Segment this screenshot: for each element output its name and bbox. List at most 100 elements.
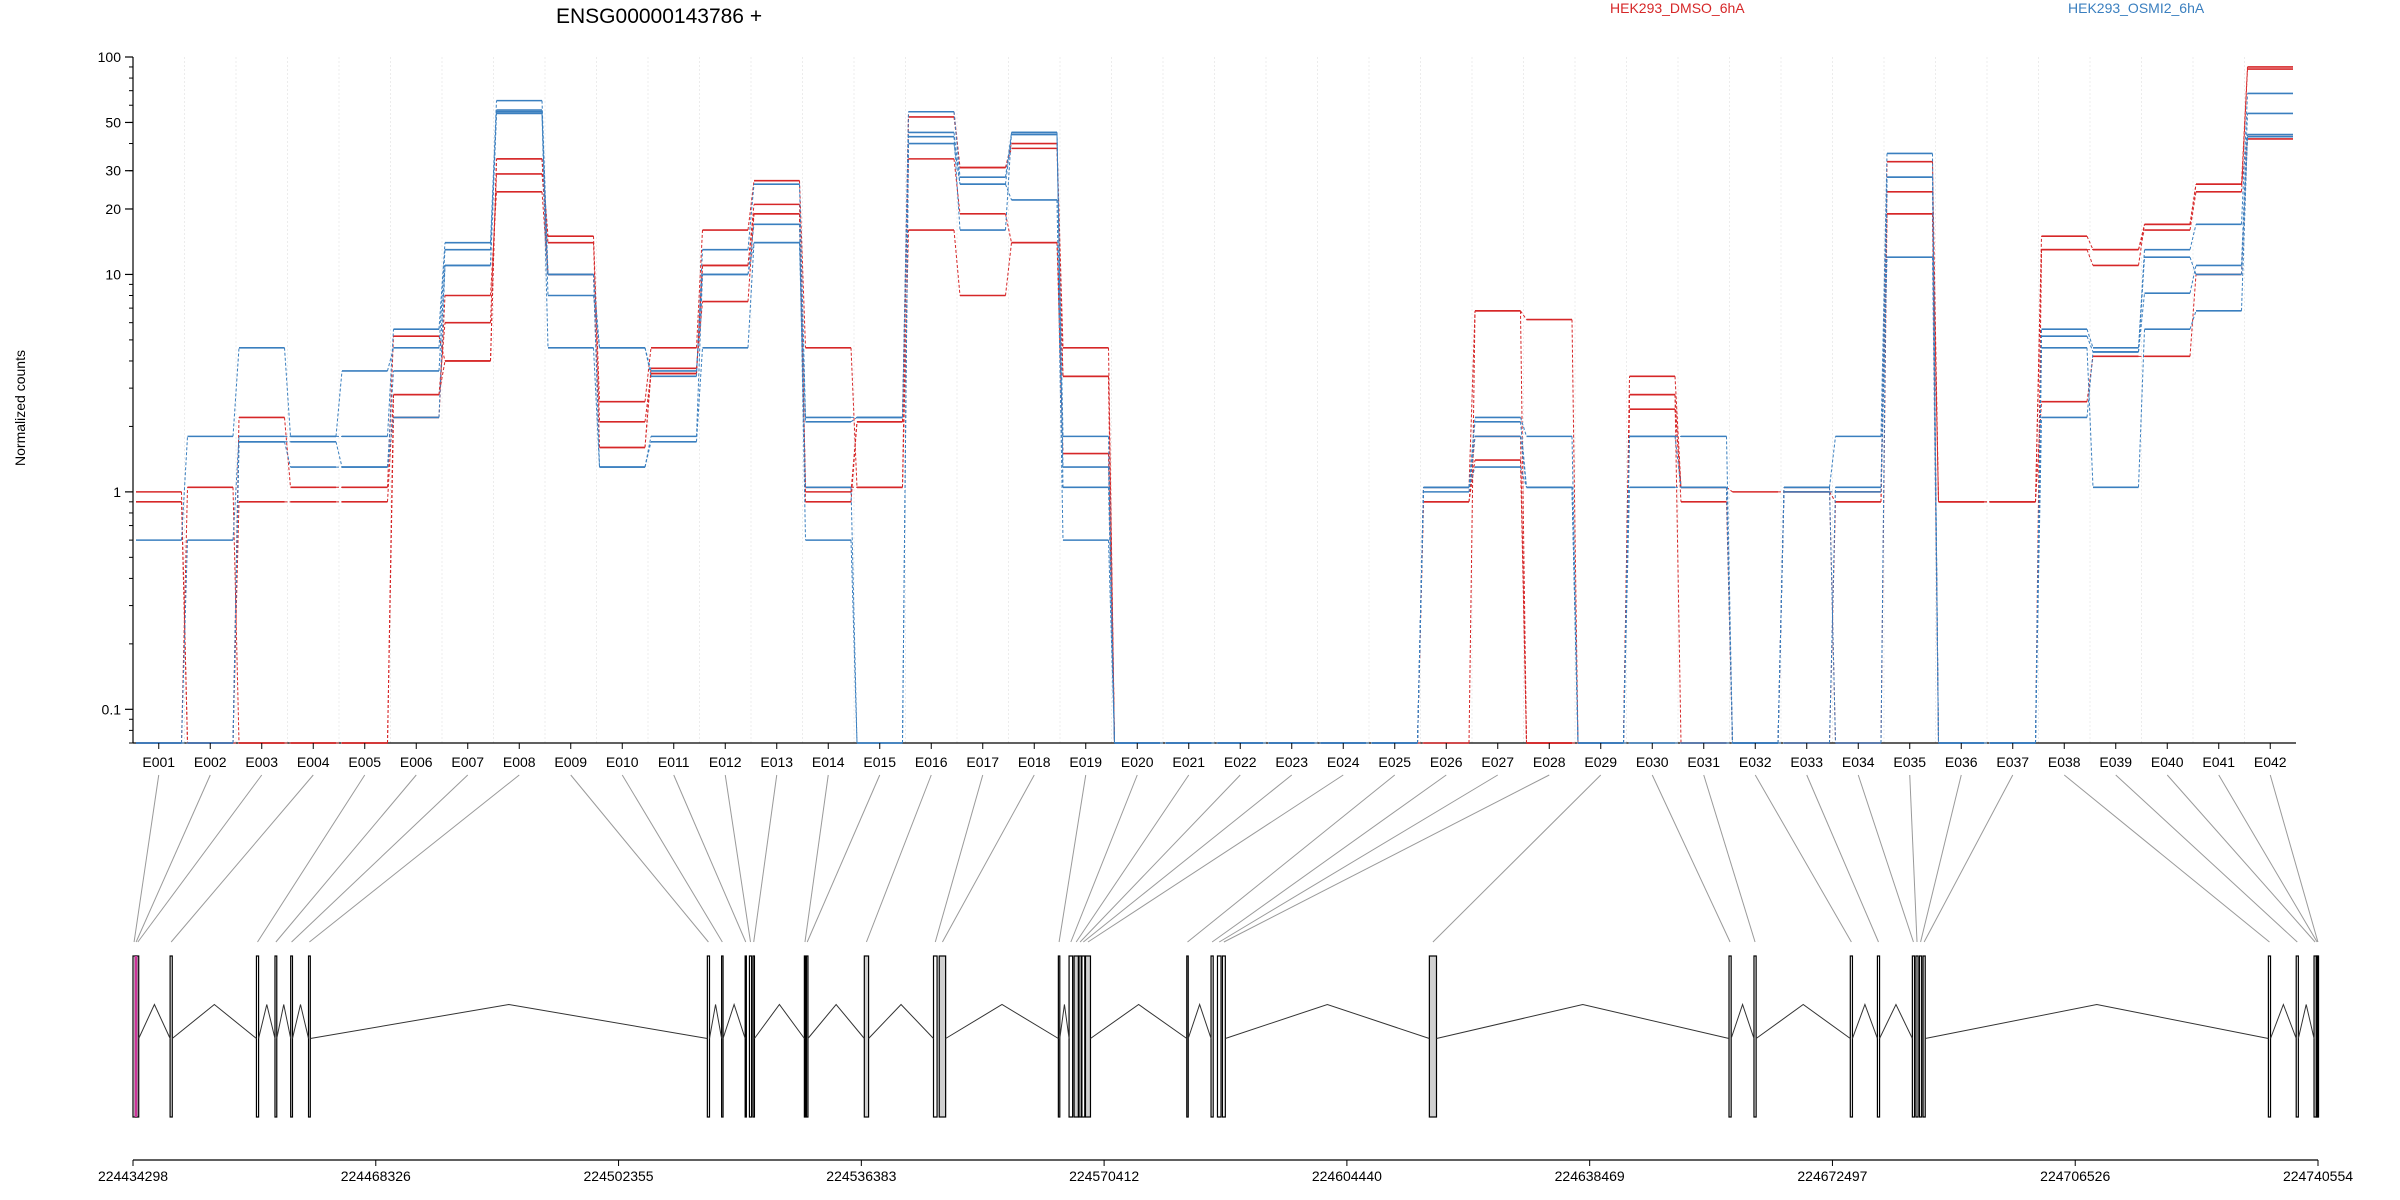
axes: 0.1 1 10 20 30 50 100 — [98, 49, 2296, 744]
series-connector — [1520, 436, 1527, 488]
chart-title: ENSG00000143786 + — [556, 5, 762, 28]
series-connector — [1777, 487, 1785, 744]
x-tick-label: E003 — [245, 754, 278, 770]
x-tick-label: E038 — [2048, 754, 2081, 770]
x-tick-label: E029 — [1584, 754, 1617, 770]
series-connector — [1417, 491, 1424, 744]
series-connector — [1468, 436, 1476, 502]
series-connector — [232, 436, 240, 541]
exon-connector — [621, 774, 723, 943]
y-tick-label: 0.1 — [102, 701, 122, 717]
series-connector — [2035, 417, 2042, 744]
series-connector — [2086, 347, 2094, 488]
x-tick-label: E022 — [1224, 754, 1257, 770]
exon-block — [1068, 955, 1074, 1118]
series-connector — [2189, 191, 2197, 231]
exon-connector — [804, 774, 829, 943]
series-connector — [1674, 394, 1682, 744]
series-connector — [2241, 93, 2248, 225]
y-tick-label: 50 — [105, 114, 121, 130]
exon-block — [1918, 955, 1923, 1118]
exon-connector — [1079, 774, 1241, 943]
genomic-tick-label: 224502355 — [584, 1168, 654, 1184]
x-tick-label: E021 — [1172, 754, 1205, 770]
legend-dmso: HEK293_DMSO_6hA — [1610, 0, 1745, 16]
x-tick-label: E037 — [1996, 754, 2029, 770]
series-connector — [1726, 487, 1733, 744]
series-connector — [1571, 436, 1579, 744]
exon-connector — [673, 774, 747, 943]
series-connector — [953, 230, 961, 296]
series-connector — [747, 242, 755, 348]
x-tick-label: E007 — [451, 754, 484, 770]
series-connector — [953, 132, 961, 185]
exon-connector — [934, 774, 984, 943]
x-tick-label: E036 — [1945, 754, 1978, 770]
x-tick-label: E019 — [1069, 754, 1102, 770]
x-tick-label: E014 — [812, 754, 845, 770]
series-connector — [1520, 310, 1527, 744]
x-tick-label: E002 — [194, 754, 227, 770]
series-connector — [1005, 132, 1012, 231]
exon-block — [752, 955, 756, 1118]
series-connector — [1880, 177, 1888, 744]
series-connector — [799, 184, 806, 418]
x-tick-label: E020 — [1121, 754, 1154, 770]
exon-connector — [1075, 774, 1190, 943]
x-tick-label: E028 — [1533, 754, 1566, 770]
intron-line — [1755, 1003, 1851, 1039]
series-connector — [747, 184, 755, 250]
exon-connector — [135, 774, 211, 943]
series-connector — [2086, 336, 2094, 353]
series-connector — [438, 242, 446, 330]
exon-block — [938, 955, 947, 1118]
series-connector — [2086, 351, 2094, 418]
exon-block — [1911, 955, 1916, 1118]
legend-osmi2: HEK293_OSMI2_6hA — [2068, 0, 2205, 16]
intron-line — [1059, 1004, 1070, 1039]
exon-block — [1753, 955, 1757, 1118]
intron-line — [1225, 1003, 1430, 1039]
series-connector — [387, 347, 394, 372]
series-connector — [902, 230, 909, 488]
series-connector — [1468, 436, 1476, 492]
series-connector — [490, 100, 497, 243]
series-connector — [387, 329, 394, 437]
series-connector — [850, 417, 858, 423]
x-tick-label: E041 — [2202, 754, 2235, 770]
series-connector — [438, 265, 446, 371]
series-connector — [644, 373, 652, 448]
exon-connector — [170, 774, 314, 943]
y-tick-label: 1 — [113, 484, 121, 500]
exon-block — [1922, 955, 1926, 1118]
exon-connector — [1087, 774, 1344, 943]
series-connector — [387, 394, 394, 502]
exon-block — [803, 955, 807, 1118]
exon-connector — [2166, 774, 2316, 943]
x-tick-label: E013 — [760, 754, 793, 770]
exon-block — [1078, 955, 1082, 1118]
series-connector — [438, 336, 446, 362]
genomic-tick-label: 224468326 — [341, 1168, 411, 1184]
series-connector — [1108, 467, 1115, 744]
series-connector — [696, 274, 703, 437]
series-connector — [1520, 466, 1527, 488]
x-tick-label: E009 — [554, 754, 587, 770]
series-connector — [850, 487, 858, 744]
series-connector — [2189, 184, 2197, 225]
exon-block — [748, 955, 753, 1118]
intron-line — [1187, 1002, 1212, 1039]
y-tick-label: 10 — [105, 266, 121, 282]
series-HEK293_OSMI2_6hA — [136, 112, 2293, 744]
series-connector — [387, 417, 394, 468]
exon-block — [274, 955, 278, 1118]
x-tick-label: E030 — [1636, 754, 1669, 770]
series-HEK293_DMSO_6hA — [136, 135, 2293, 744]
series-connector — [1108, 436, 1115, 744]
exon-connector — [1806, 774, 1879, 943]
exon-connector — [133, 774, 160, 943]
series-connector — [1056, 134, 1064, 488]
series-connector — [1623, 394, 1630, 744]
intron-line — [807, 1003, 865, 1039]
exon-block — [1428, 955, 1438, 1118]
